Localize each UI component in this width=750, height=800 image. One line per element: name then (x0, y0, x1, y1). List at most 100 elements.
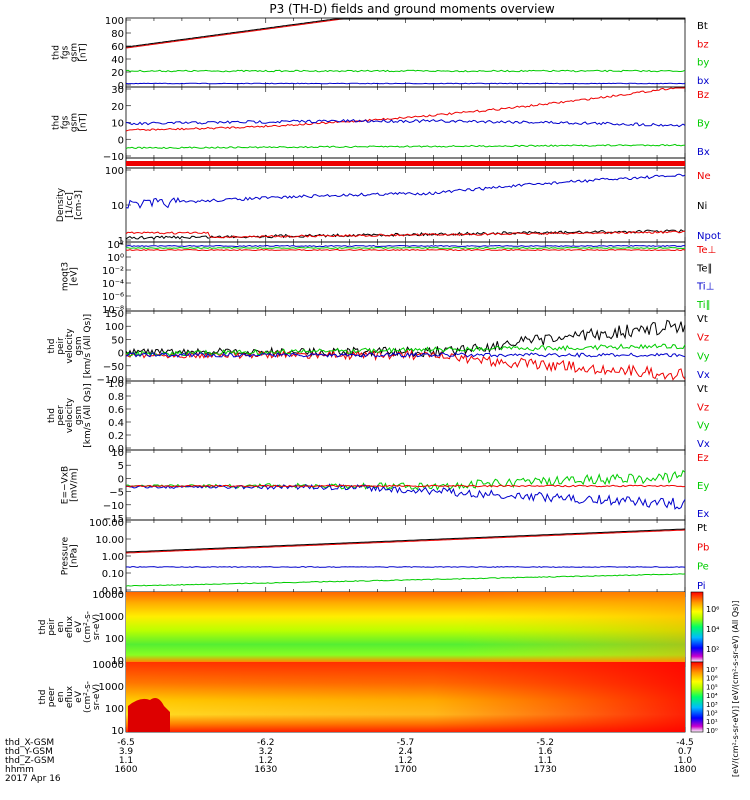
series-bz (125, 18, 685, 49)
y-axis-label: [mV/m] (70, 468, 80, 502)
y-tick-label: 60 (111, 42, 124, 53)
legend-label: Vx (697, 439, 710, 450)
y-axis-label: [1/cc] (65, 192, 75, 218)
y-tick-label: 100 (105, 322, 124, 333)
y-tick-label: 100 (105, 16, 124, 27)
y-tick-label: 50 (111, 335, 124, 346)
x-axis-value: 1.6 (538, 747, 553, 757)
panel-frame (125, 86, 686, 159)
y-tick-label: 100 (105, 634, 124, 645)
series-Pb (125, 529, 686, 554)
x-axis-value: 3.9 (119, 747, 134, 757)
y-tick-label: 10⁻⁴ (102, 279, 124, 290)
series-band (126, 161, 685, 166)
y-axis-label: [nT] (79, 43, 89, 61)
y-tick-label: 0 (118, 135, 124, 146)
series-Vz (125, 349, 686, 381)
legend-label: Vz (697, 402, 709, 413)
y-tick-label: 10² (107, 240, 124, 251)
y-tick-label: 0 (118, 349, 124, 360)
x-axis-row-label: thd_X-GSM (5, 738, 54, 748)
legend-label: bx (697, 76, 709, 87)
y-axis-label: gsm (74, 406, 84, 425)
legend-label: Pt (697, 523, 707, 534)
y-tick-label: 0.2 (108, 431, 124, 442)
series-Npot (125, 173, 686, 209)
y-tick-label: −10 (103, 501, 124, 512)
y-axis-label: thd (52, 45, 62, 60)
y-tick-label: 30 (111, 85, 124, 96)
y-tick-label: 100 (105, 704, 124, 715)
panel-frame (125, 241, 686, 312)
y-tick-label: 1000 (99, 682, 124, 693)
y-axis-label: [km/s (All Qs)] (83, 383, 93, 447)
x-axis-value: 1630 (254, 765, 277, 775)
y-tick-label: 40 (111, 55, 124, 66)
y-axis-label: peir (56, 337, 66, 355)
y-tick-label: 1 (118, 236, 124, 247)
x-axis-value: -6.5 (117, 738, 135, 748)
y-axis-label: peer (47, 686, 57, 707)
x-axis-value: 1.0 (678, 756, 693, 766)
y-axis-label: eV (74, 690, 84, 703)
y-axis-label: en (56, 621, 66, 632)
y-axis-label: thd (47, 339, 57, 354)
legend-label: Ni (697, 201, 707, 212)
series-bt (125, 18, 685, 48)
x-axis-row-label: thd_Y-GSM (5, 747, 53, 757)
legend-label: Ey (697, 481, 709, 492)
y-axis-label: fgs (61, 45, 71, 59)
y-tick-label: 10000 (92, 660, 124, 671)
legend-label: Pi (697, 581, 706, 592)
y-tick-label: 1.0 (108, 379, 124, 390)
y-axis-label: gsm (70, 43, 80, 62)
colorbar-electron (690, 661, 704, 733)
y-axis-label: gsm (74, 336, 84, 355)
y-tick-label: 10⁰ (107, 253, 124, 264)
legend-label: Vt (697, 384, 708, 395)
ion-spectrogram (126, 592, 685, 662)
y-axis-label: en (56, 691, 66, 702)
y-axis-label: sr-eV) (92, 614, 102, 640)
y-axis-label: peer (56, 405, 66, 426)
y-axis-label: [nT] (79, 113, 89, 131)
legend-label: By (697, 119, 710, 130)
y-axis-label: [eV] (70, 267, 80, 286)
legend-label: Ne (697, 171, 711, 182)
y-axis-label: [cm-3] (74, 190, 84, 220)
x-axis-row-label: hhmm (5, 765, 34, 775)
y-axis-label: velocity (65, 397, 75, 433)
colorbar-tick: 10⁶ (706, 675, 718, 683)
legend-label: by (697, 58, 709, 69)
colorbar-tick: 10⁴ (706, 625, 719, 634)
legend-label: Vy (697, 421, 710, 432)
series-Ti (125, 244, 685, 248)
x-axis-value: -4.5 (676, 738, 694, 748)
electron-spectrogram (126, 662, 685, 732)
x-axis-value: 1.1 (538, 756, 552, 766)
series-Vy (125, 343, 686, 358)
y-axis-label: E=−VxB (61, 466, 71, 504)
y-tick-label: 20 (111, 102, 124, 113)
y-axis-label: sr-eV) (92, 684, 102, 710)
legend-label: Pe (697, 562, 709, 573)
colorbar-tick: 10⁶ (706, 605, 719, 614)
y-tick-label: 80 (111, 29, 124, 40)
colorbar-label: [eV/(cm²-s-sr-eV)] [eV/(cm²-s-sr-eV) (Al… (731, 600, 740, 777)
y-tick-label: 0 (118, 474, 124, 485)
series-Ez (125, 484, 686, 488)
colorbar-ion (690, 591, 704, 663)
y-tick-label: 10⁻⁸ (102, 305, 124, 316)
colorbar-tick: 10² (706, 710, 718, 718)
y-axis-label: (cm²-s- (83, 611, 93, 643)
legend-label: bz (697, 39, 709, 50)
y-tick-label: 0 (118, 81, 124, 92)
y-axis-label: eV (74, 620, 84, 633)
series-Bx (125, 118, 686, 128)
y-tick-label: 5 (118, 461, 124, 472)
colorbar-tick: 10¹ (706, 718, 718, 726)
y-tick-label: 10.00 (95, 535, 124, 546)
y-axis-label: thd (47, 408, 57, 423)
